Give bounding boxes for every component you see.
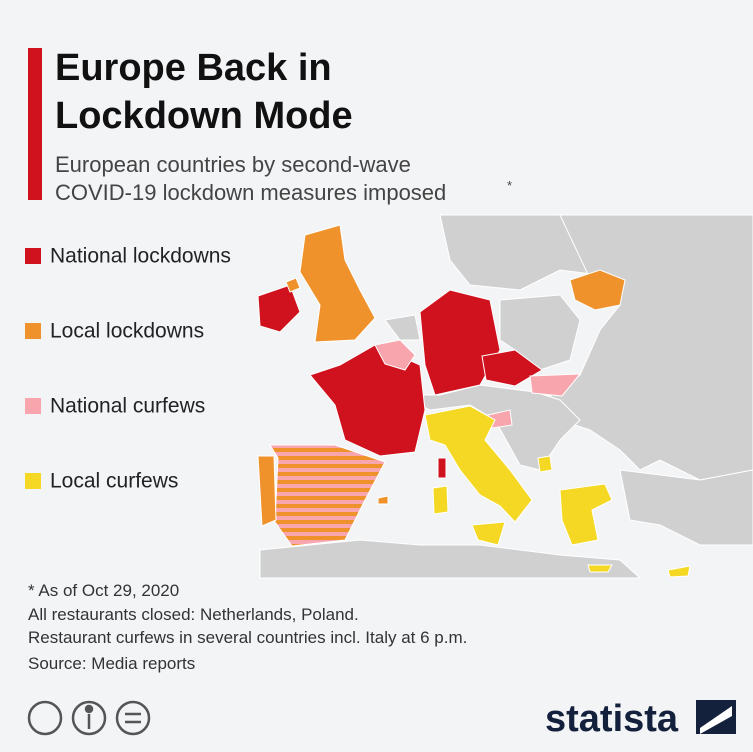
legend-swatch [25, 398, 41, 414]
legend-label: Local lockdowns [50, 320, 204, 343]
license-icons[interactable] [27, 700, 151, 736]
legend-swatch [25, 323, 41, 339]
footnote: All restaurants closed: Netherlands, Pol… [28, 605, 359, 624]
subtitle: European countries by second-wave [55, 152, 411, 177]
title: Lockdown Mode [55, 95, 353, 137]
footnote: Restaurant curfews in several countries … [28, 628, 467, 647]
legend-label: Local curfews [50, 470, 178, 493]
legend-label: National lockdowns [50, 245, 231, 268]
footnote: * As of Oct 29, 2020 [28, 581, 179, 600]
subtitle-note: * [507, 178, 512, 193]
legend-swatch [25, 473, 41, 489]
legend-swatch [25, 248, 41, 264]
title: Europe Back in [55, 47, 332, 89]
map [257, 214, 753, 579]
accent-bar [28, 48, 42, 200]
subtitle: COVID-19 lockdown measures imposed [55, 180, 446, 205]
brand-icon-mark [700, 706, 732, 734]
source: Source: Media reports [28, 654, 195, 673]
legend-label: National curfews [50, 395, 205, 418]
brand: statista [545, 698, 679, 740]
